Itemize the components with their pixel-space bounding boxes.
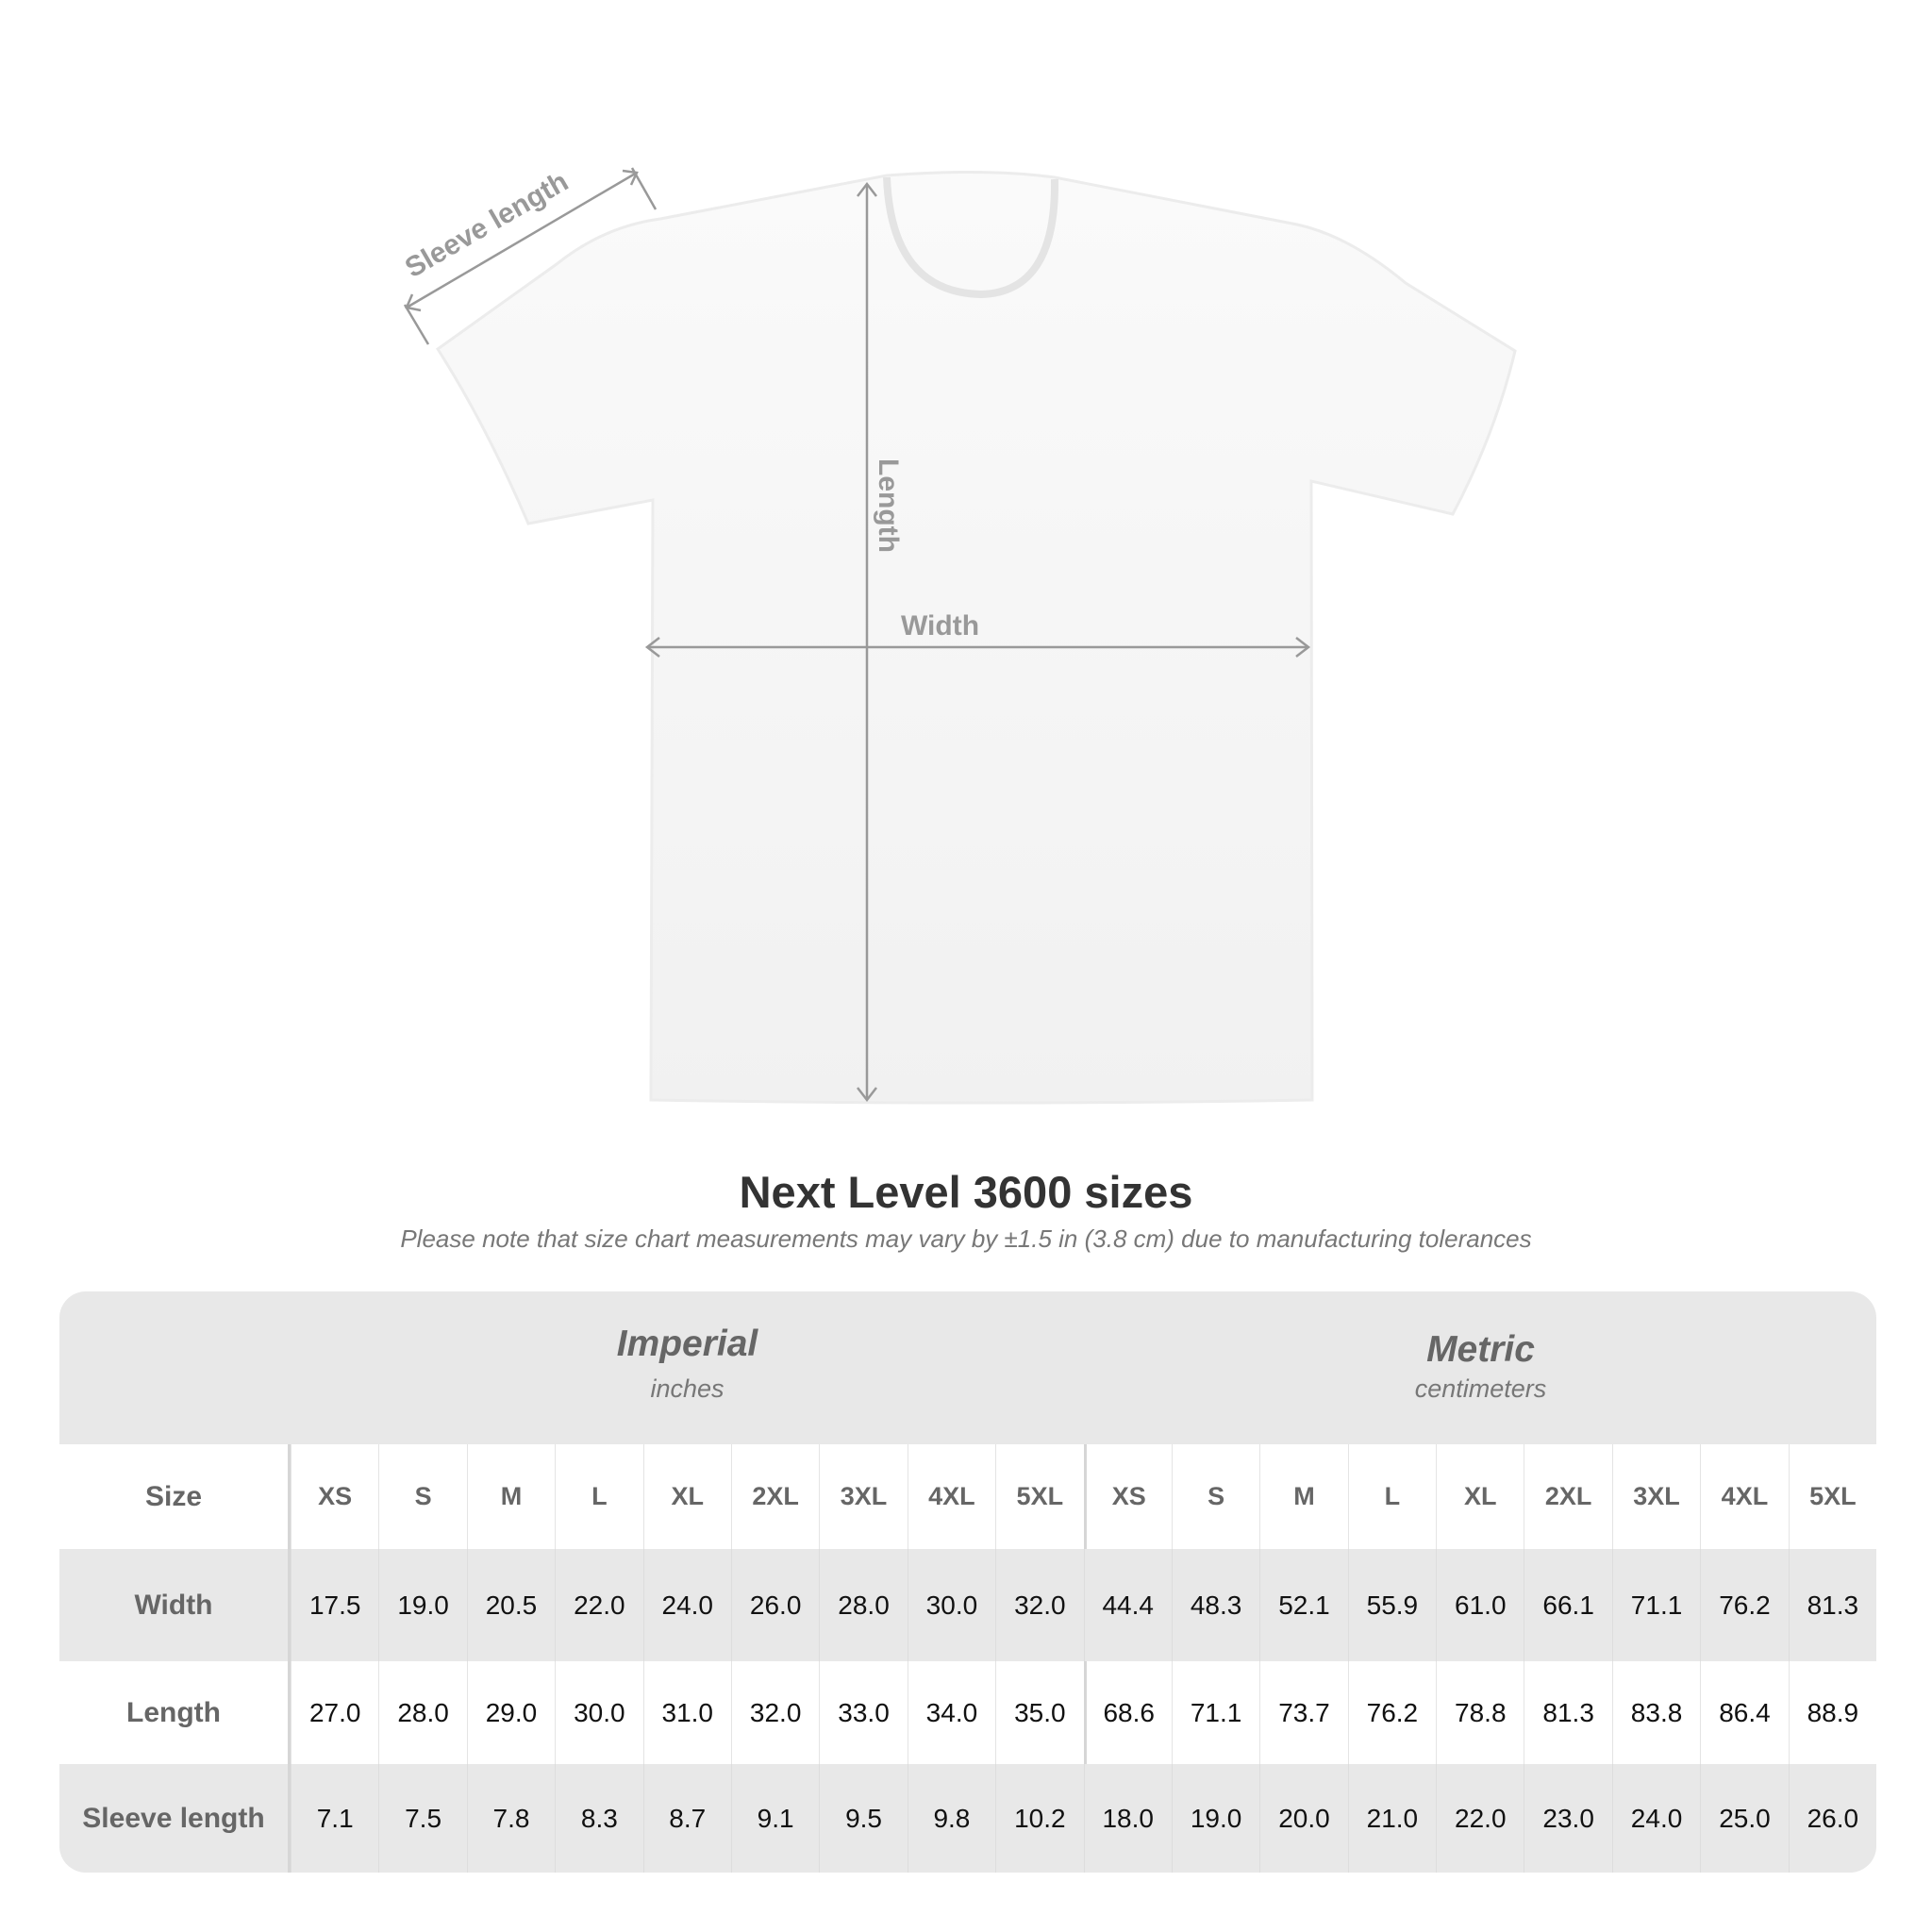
value-cell-metric: 55.9 bbox=[1347, 1549, 1436, 1661]
value-cell-imperial: 7.1 bbox=[291, 1764, 378, 1873]
size-header-metric: S bbox=[1171, 1444, 1259, 1549]
imperial-header: Imperial inches bbox=[291, 1291, 1084, 1444]
value-cell-metric: 21.0 bbox=[1347, 1764, 1436, 1873]
value-cell-metric: 68.6 bbox=[1083, 1661, 1172, 1764]
value-cell-imperial: 9.1 bbox=[730, 1764, 819, 1873]
size-header-imperial: 3XL bbox=[819, 1444, 907, 1549]
size-header-metric: L bbox=[1347, 1444, 1436, 1549]
value-cell-imperial: 7.8 bbox=[466, 1764, 555, 1873]
size-header-imperial: 5XL bbox=[995, 1444, 1083, 1549]
length-label: Length bbox=[873, 458, 904, 553]
imperial-unit: inches bbox=[650, 1374, 724, 1403]
value-cell-imperial: 26.0 bbox=[730, 1549, 819, 1661]
size-header-imperial: XS bbox=[291, 1444, 378, 1549]
value-cell-imperial: 9.8 bbox=[907, 1764, 995, 1873]
table-row: Width 17.5 19.0 20.5 22.0 24.0 26.0 28.0 30.0 32.… bbox=[59, 1549, 1876, 1661]
value-cell-metric: 88.9 bbox=[1788, 1661, 1876, 1764]
value-cell-imperial: 24.0 bbox=[642, 1549, 731, 1661]
value-cell-metric: 25.0 bbox=[1700, 1764, 1788, 1873]
size-row: Size XS S M L XL 2XL 3XL 4XL 5XL XS S M L XL 2XL 3XL 4XL 5… bbox=[59, 1444, 1876, 1549]
value-cell-imperial: 32.0 bbox=[730, 1661, 819, 1764]
value-cell-metric: 22.0 bbox=[1436, 1764, 1524, 1873]
imperial-title: Imperial bbox=[616, 1324, 758, 1364]
value-cell-imperial: 31.0 bbox=[642, 1661, 731, 1764]
value-cell-imperial: 10.2 bbox=[995, 1764, 1083, 1873]
value-cell-metric: 44.4 bbox=[1083, 1549, 1172, 1661]
value-cell-metric: 48.3 bbox=[1171, 1549, 1259, 1661]
value-cell-imperial: 33.0 bbox=[819, 1661, 907, 1764]
size-header-metric: 3XL bbox=[1611, 1444, 1700, 1549]
value-cell-imperial: 29.0 bbox=[466, 1661, 555, 1764]
width-label: Width bbox=[901, 610, 979, 641]
value-cell-imperial: 8.3 bbox=[555, 1764, 642, 1873]
value-cell-metric: 24.0 bbox=[1611, 1764, 1700, 1873]
value-cell-imperial: 35.0 bbox=[995, 1661, 1083, 1764]
value-cell-metric: 81.3 bbox=[1788, 1549, 1876, 1661]
tshirt-shape bbox=[435, 170, 1517, 1105]
value-cell-imperial: 28.0 bbox=[378, 1661, 466, 1764]
table-row: Sleeve length 7.1 7.5 7.8 8.3 8.7 9.1 9.5 9.8 10.… bbox=[59, 1764, 1876, 1873]
size-header-metric: XL bbox=[1436, 1444, 1524, 1549]
value-cell-imperial: 9.5 bbox=[819, 1764, 907, 1873]
value-cell-imperial: 17.5 bbox=[291, 1549, 378, 1661]
value-cell-imperial: 20.5 bbox=[466, 1549, 555, 1661]
value-cell-imperial: 30.0 bbox=[555, 1661, 642, 1764]
row-label: Length bbox=[59, 1661, 291, 1764]
size-header-metric: M bbox=[1259, 1444, 1347, 1549]
size-header-imperial: S bbox=[378, 1444, 466, 1549]
size-header-imperial: M bbox=[466, 1444, 555, 1549]
value-cell-metric: 23.0 bbox=[1524, 1764, 1611, 1873]
metric-unit: centimeters bbox=[1414, 1374, 1547, 1403]
value-cell-imperial: 28.0 bbox=[819, 1549, 907, 1661]
value-cell-metric: 26.0 bbox=[1788, 1764, 1876, 1873]
size-header-metric: 4XL bbox=[1700, 1444, 1788, 1549]
value-cell-metric: 86.4 bbox=[1700, 1661, 1788, 1764]
value-cell-imperial: 19.0 bbox=[378, 1549, 466, 1661]
metric-title: Metric bbox=[1426, 1329, 1535, 1370]
value-cell-metric: 73.7 bbox=[1259, 1661, 1347, 1764]
tshirt-diagram: Sleeve length Length Width bbox=[400, 166, 1517, 1105]
value-cell-imperial: 27.0 bbox=[291, 1661, 378, 1764]
value-cell-metric: 66.1 bbox=[1524, 1549, 1611, 1661]
row-label: Width bbox=[59, 1549, 291, 1661]
value-cell-imperial: 22.0 bbox=[555, 1549, 642, 1661]
row-label: Size bbox=[59, 1444, 291, 1549]
value-cell-metric: 52.1 bbox=[1259, 1549, 1347, 1661]
value-cell-metric: 71.1 bbox=[1611, 1549, 1700, 1661]
metric-header: Metric centimeters bbox=[1084, 1291, 1876, 1444]
size-header-imperial: L bbox=[555, 1444, 642, 1549]
size-header-imperial: XL bbox=[642, 1444, 731, 1549]
tolerance-note: Please note that size chart measurements… bbox=[400, 1224, 1532, 1253]
value-cell-metric: 18.0 bbox=[1083, 1764, 1172, 1873]
value-cell-imperial: 7.5 bbox=[378, 1764, 466, 1873]
value-cell-imperial: 32.0 bbox=[995, 1549, 1083, 1661]
value-cell-metric: 76.2 bbox=[1700, 1549, 1788, 1661]
size-header-imperial: 2XL bbox=[730, 1444, 819, 1549]
value-cell-metric: 61.0 bbox=[1436, 1549, 1524, 1661]
table-row: Length 27.0 28.0 29.0 30.0 31.0 32.0 33.0 34.0 35… bbox=[59, 1661, 1876, 1764]
value-cell-metric: 83.8 bbox=[1611, 1661, 1700, 1764]
value-cell-metric: 20.0 bbox=[1259, 1764, 1347, 1873]
value-cell-metric: 81.3 bbox=[1524, 1661, 1611, 1764]
value-cell-imperial: 8.7 bbox=[642, 1764, 731, 1873]
size-header-metric: XS bbox=[1083, 1444, 1172, 1549]
value-cell-metric: 71.1 bbox=[1171, 1661, 1259, 1764]
sleeve-arrow bbox=[406, 171, 638, 309]
row-label: Sleeve length bbox=[59, 1764, 291, 1873]
size-table: Imperial inches Metric centimeters Size X… bbox=[59, 1291, 1876, 1873]
value-cell-metric: 76.2 bbox=[1347, 1661, 1436, 1764]
value-cell-imperial: 34.0 bbox=[907, 1661, 995, 1764]
size-header-imperial: 4XL bbox=[907, 1444, 995, 1549]
collar bbox=[883, 176, 1059, 299]
value-cell-imperial: 30.0 bbox=[907, 1549, 995, 1661]
value-cell-metric: 78.8 bbox=[1436, 1661, 1524, 1764]
size-header-metric: 5XL bbox=[1788, 1444, 1876, 1549]
page-title: Next Level 3600 sizes bbox=[739, 1167, 1193, 1217]
value-cell-metric: 19.0 bbox=[1171, 1764, 1259, 1873]
size-header-metric: 2XL bbox=[1524, 1444, 1611, 1549]
